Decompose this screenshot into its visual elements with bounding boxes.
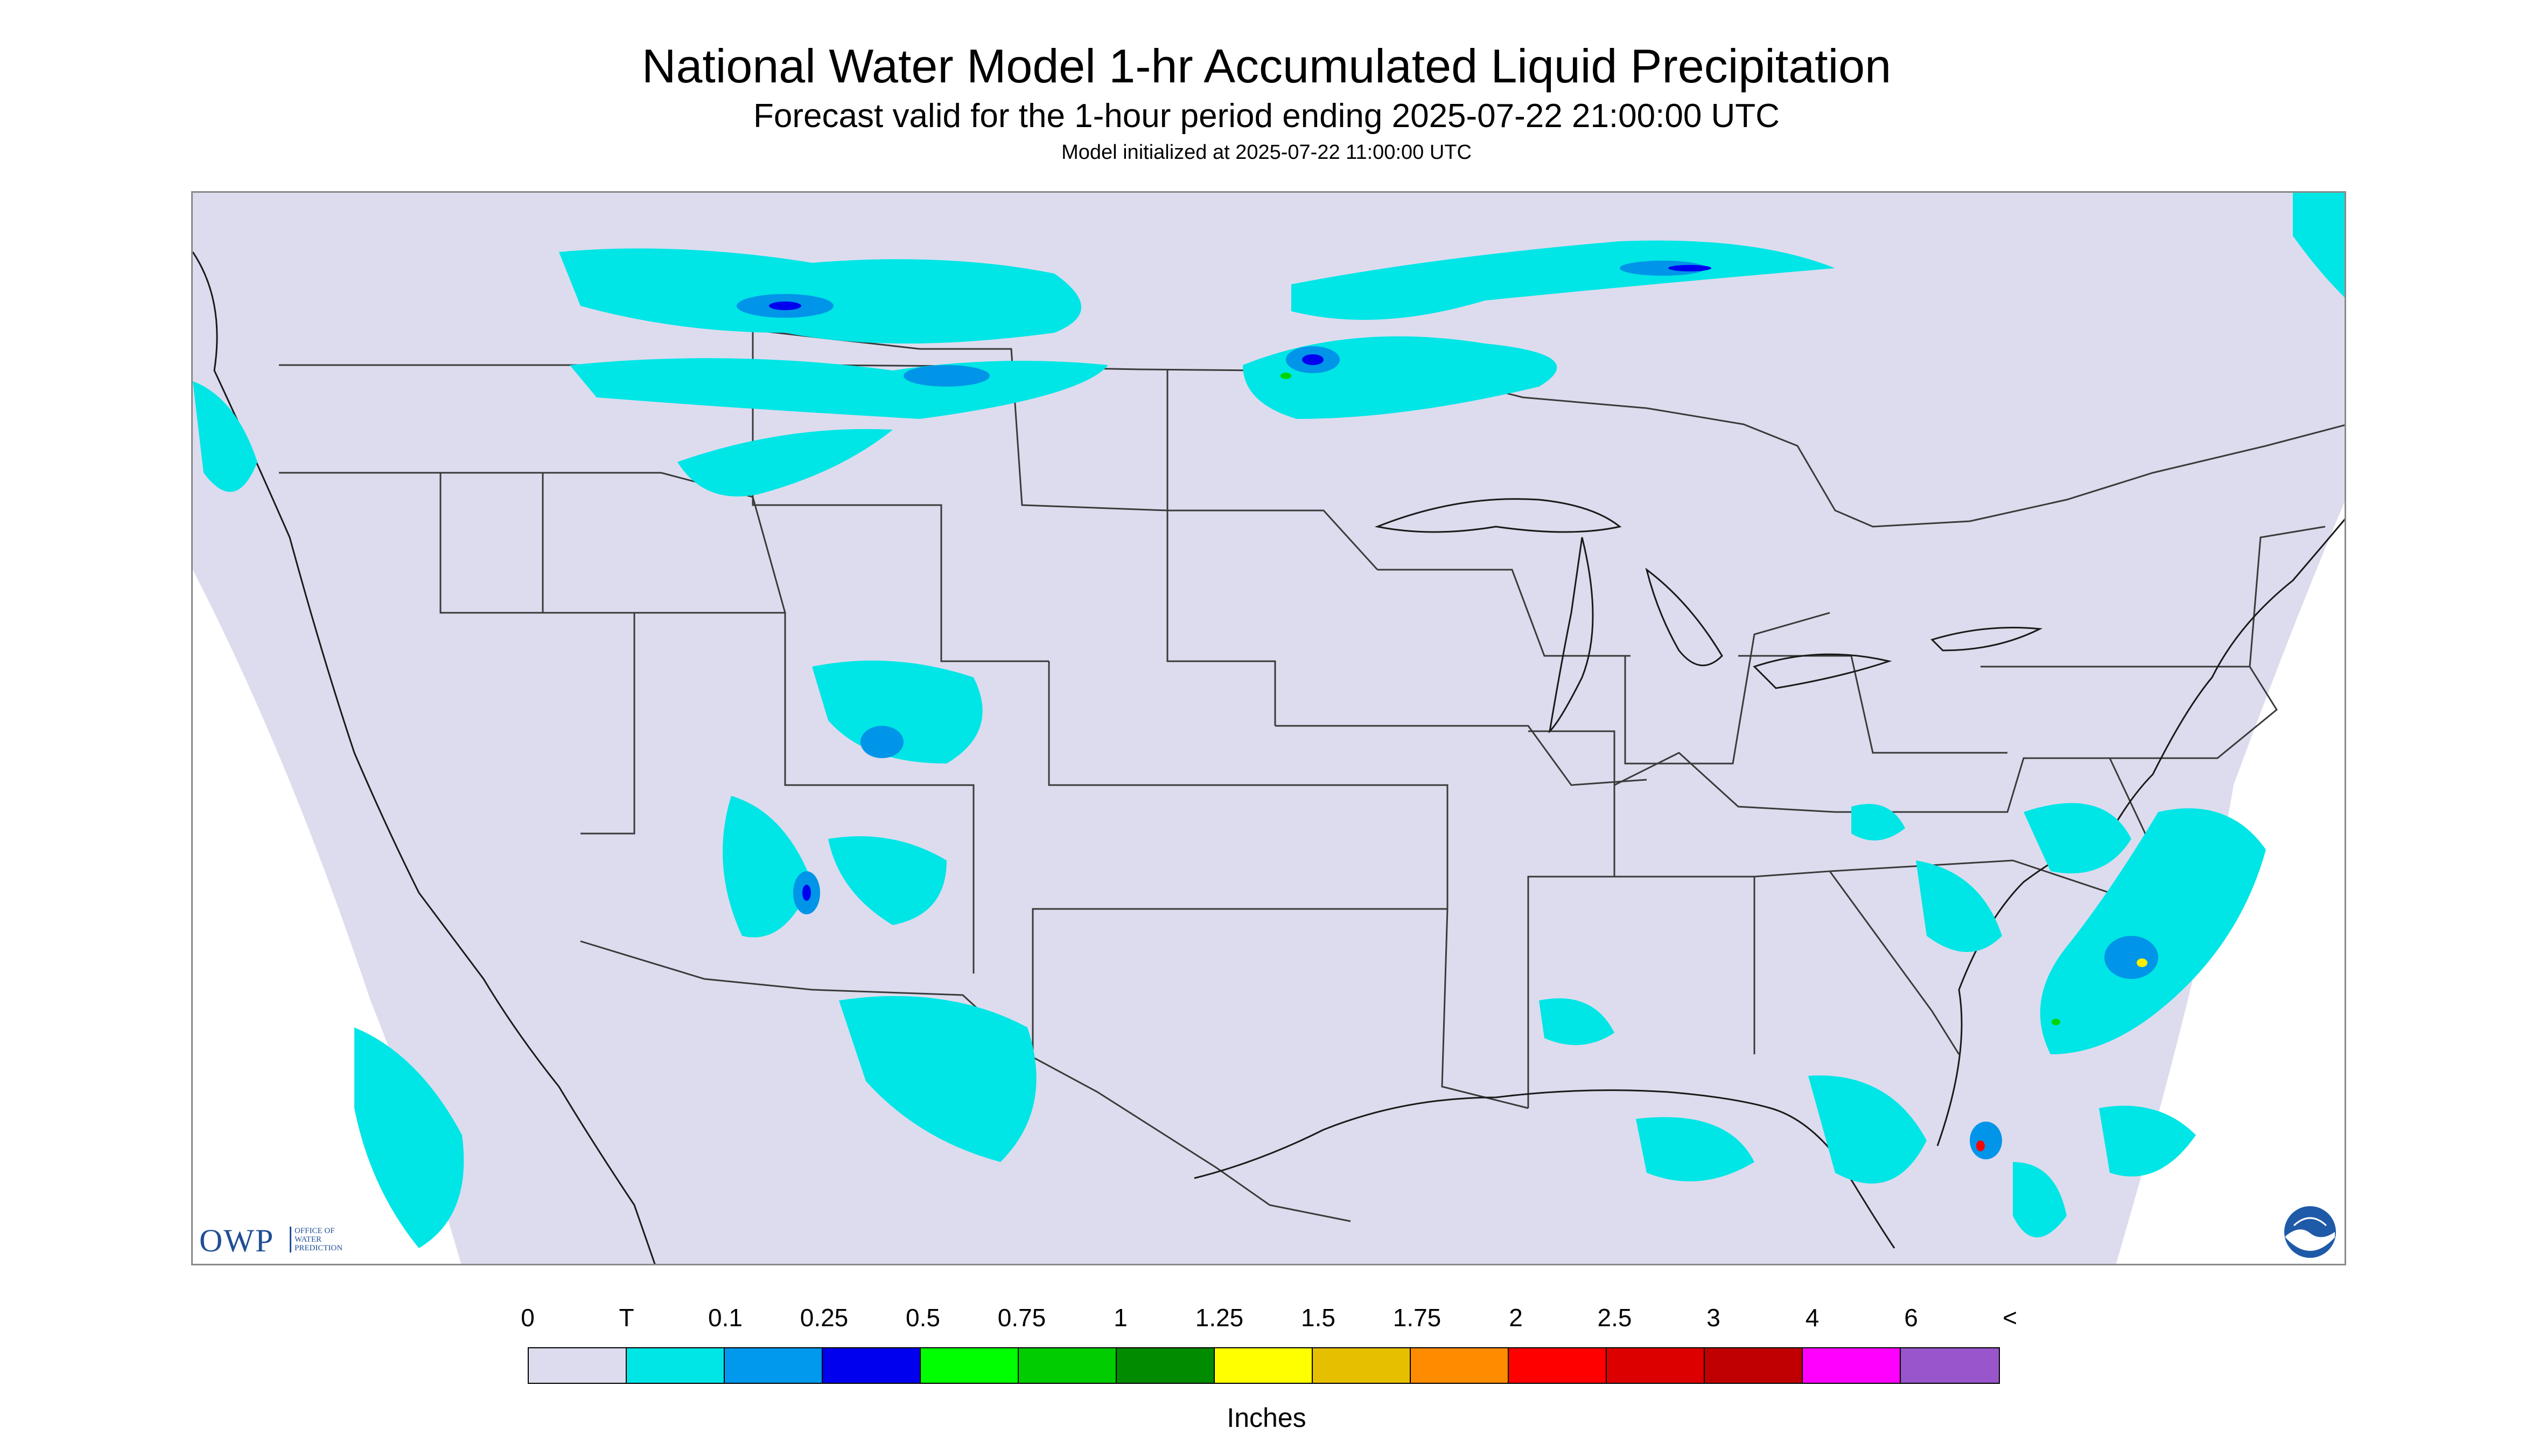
legend-label: 6 [1904, 1304, 1918, 1332]
legend-swatch [1607, 1348, 1705, 1383]
owp-logo-subtext: OFFICE OF WATER PREDICTION [290, 1227, 359, 1252]
precip-intense [1281, 373, 2147, 1151]
map-subtitle: Forecast valid for the 1-hour period end… [753, 97, 1780, 135]
legend-label: 0 [521, 1304, 535, 1332]
legend-label: 2 [1509, 1304, 1523, 1332]
legend-label: 1.75 [1393, 1304, 1442, 1332]
legend-label: 4 [1805, 1304, 1820, 1332]
legend-units: Inches [1227, 1403, 1306, 1433]
model-init-line: Model initialized at 2025-07-22 11:00:00… [1061, 141, 1472, 164]
legend-label: 0.75 [997, 1304, 1046, 1332]
legend-swatch [1313, 1348, 1411, 1383]
legend-swatch [1019, 1348, 1117, 1383]
legend-swatch [1117, 1348, 1215, 1383]
noaa-logo [2283, 1205, 2337, 1262]
legend-swatch [823, 1348, 921, 1383]
legend-label: T [619, 1304, 634, 1332]
legend-swatch [1411, 1348, 1509, 1383]
owp-logo-text: OWP [199, 1223, 275, 1258]
legend-swatch [1901, 1348, 1999, 1383]
precip-light [737, 261, 2158, 1159]
legend-color-bar [528, 1347, 2000, 1384]
legend-label: < [2003, 1304, 2017, 1332]
legend-swatch [1215, 1348, 1313, 1383]
owp-logo: OWP OFFICE OF WATER PREDICTION [199, 1222, 342, 1259]
legend-label: 0.25 [800, 1304, 849, 1332]
legend-swatch [921, 1348, 1019, 1383]
legend-swatch [627, 1348, 725, 1383]
legend-label: 1.5 [1301, 1304, 1335, 1332]
precipitation-map [191, 191, 2346, 1265]
legend-swatch [529, 1348, 627, 1383]
legend-label: 0.5 [906, 1304, 940, 1332]
legend-label: 2.5 [1597, 1304, 1632, 1332]
legend-swatch [1509, 1348, 1607, 1383]
precip-heavy [769, 265, 1711, 901]
map-title: National Water Model 1-hr Accumulated Li… [641, 39, 1892, 93]
legend-label: 1.25 [1195, 1304, 1244, 1332]
map-canvas [193, 193, 2345, 1264]
legend-swatch [1803, 1348, 1901, 1383]
legend-label: 0.1 [708, 1304, 743, 1332]
legend-label: 3 [1706, 1304, 1720, 1332]
legend-swatch [1705, 1348, 1803, 1383]
legend-labels: 0 T 0.1 0.25 0.5 0.75 1 1.25 1.5 1.75 2 2.5 3 4 6 < [0, 1303, 2533, 1335]
noaa-logo-icon [2284, 1206, 2336, 1258]
map-domain [193, 193, 2345, 1264]
precip-trace [193, 193, 2345, 1248]
legend-swatch [725, 1348, 823, 1383]
legend-label: 1 [1114, 1304, 1128, 1332]
